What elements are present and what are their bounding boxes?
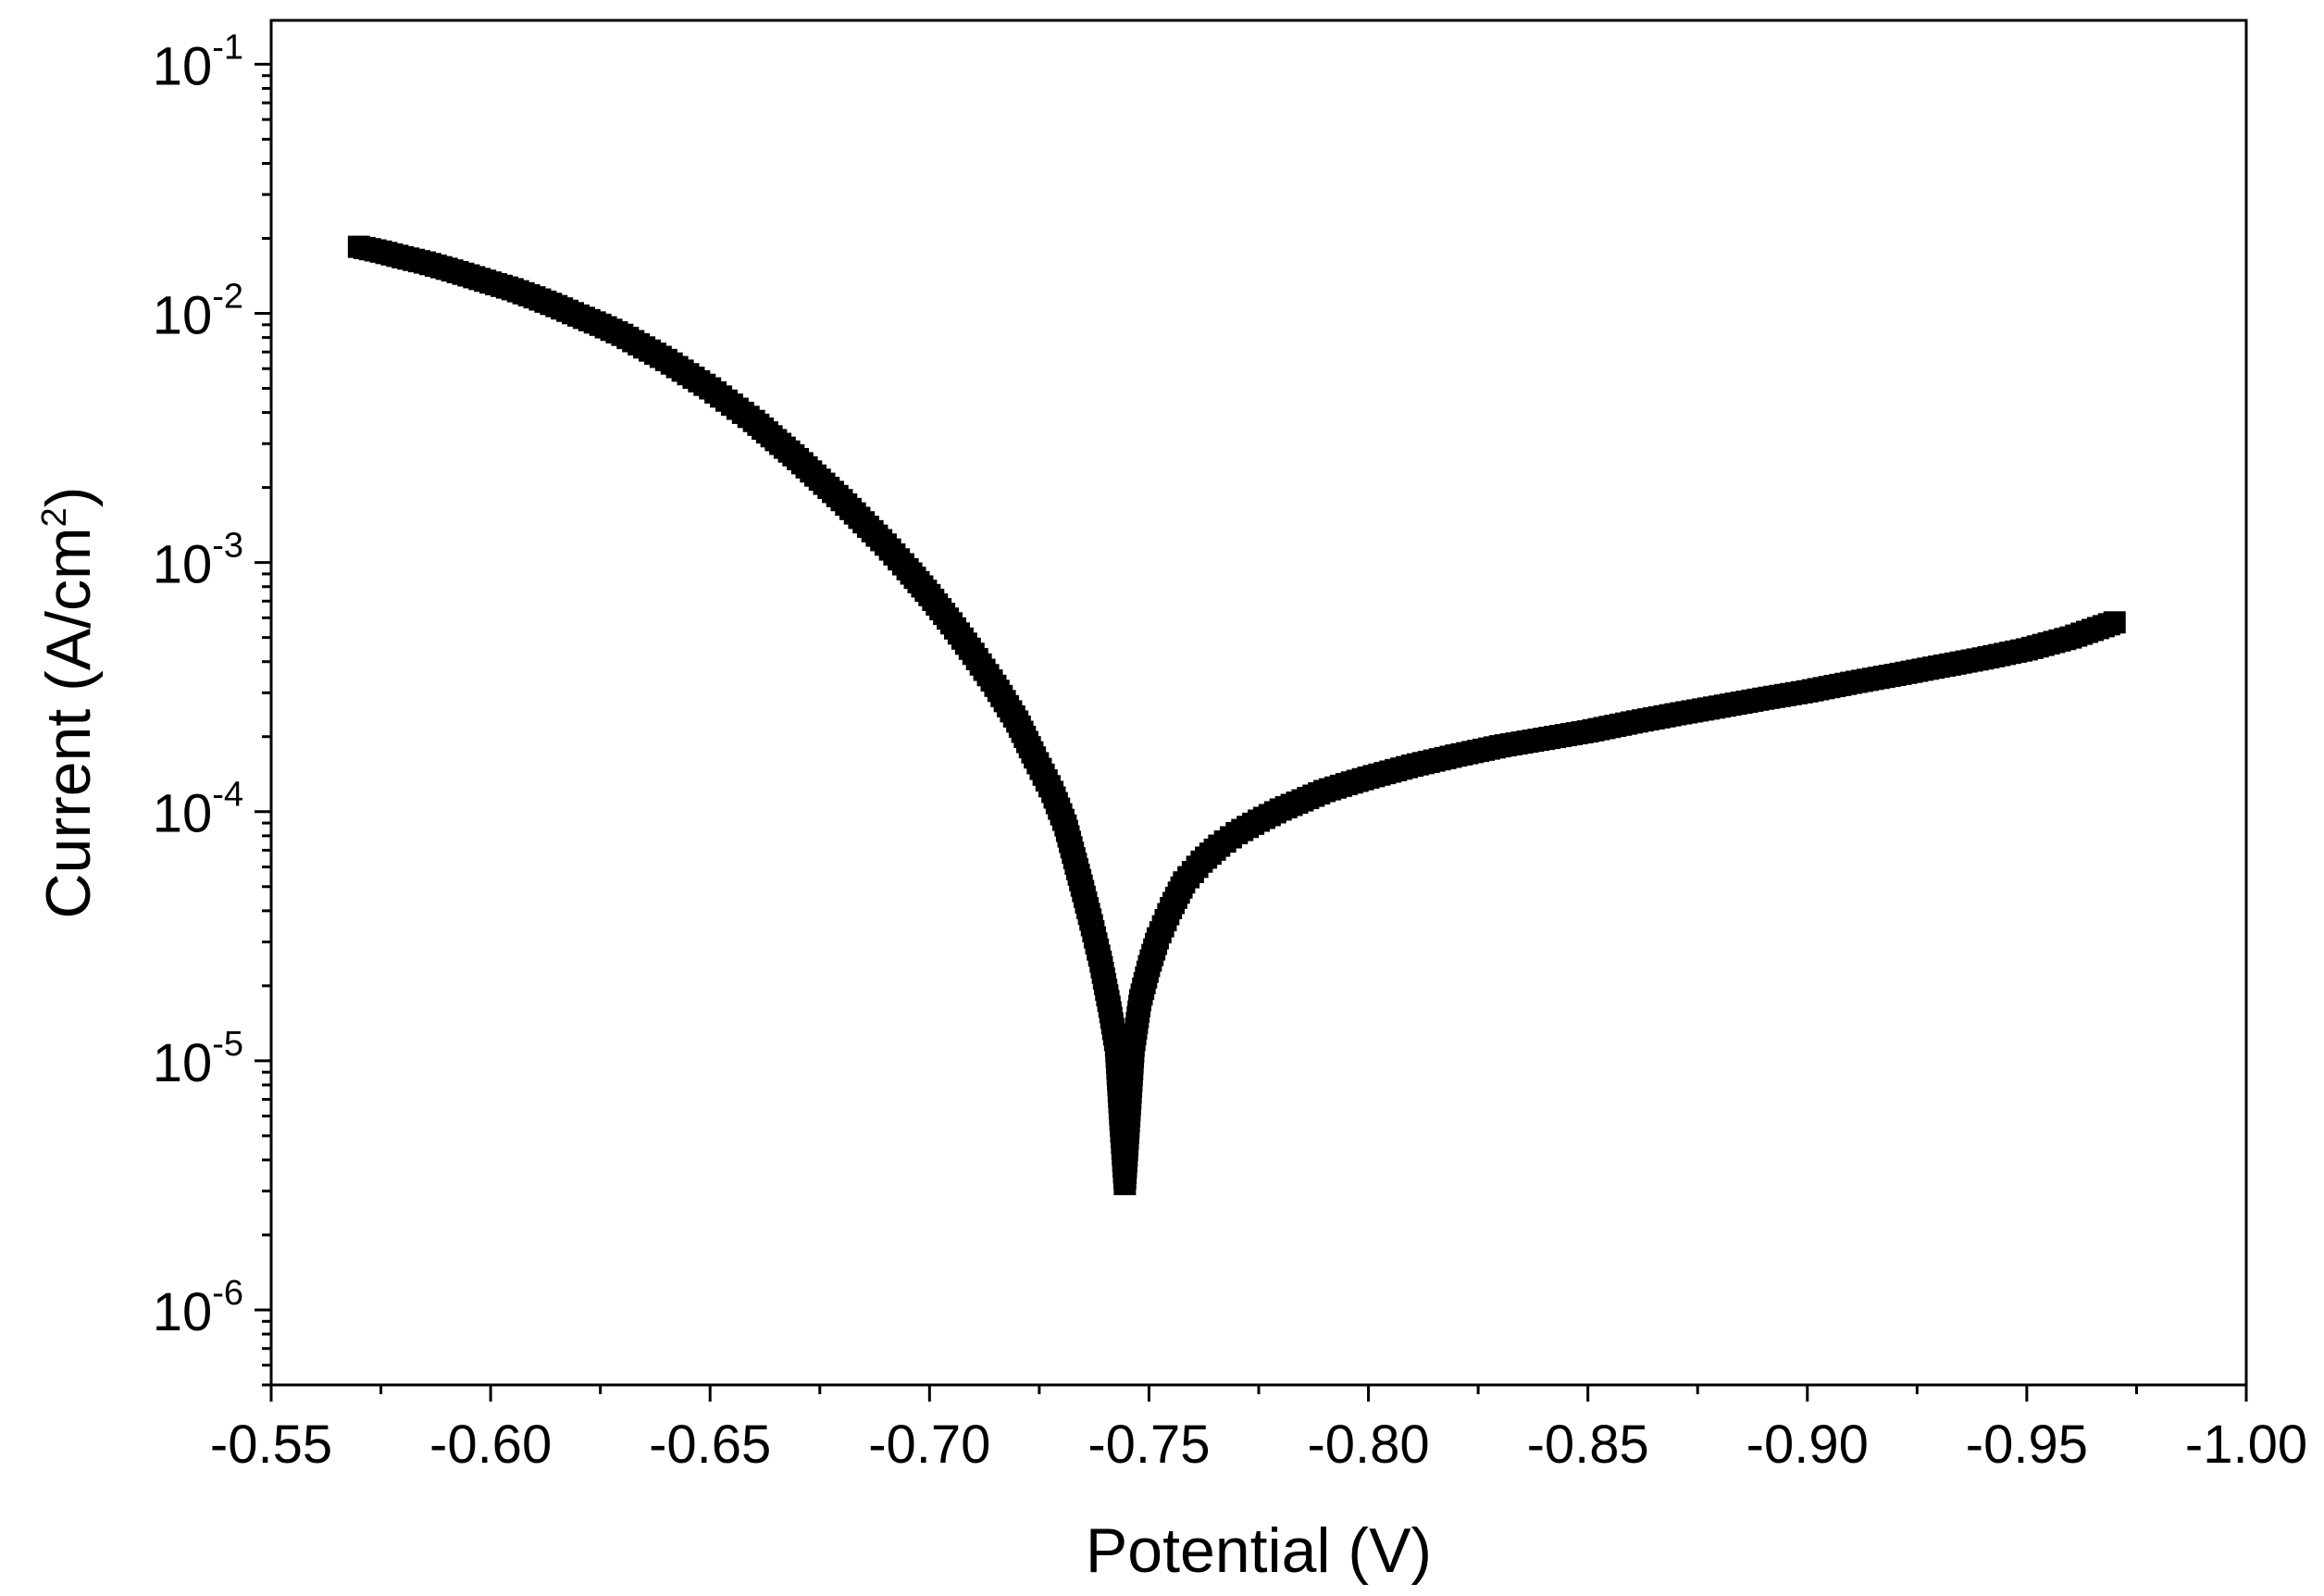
- y-axis-title-superscript: 2: [35, 507, 74, 527]
- y-axis-title-main: Current (A/cm: [33, 527, 104, 918]
- y-tick-label: 10-6: [153, 1274, 243, 1342]
- y-tick-base: 10: [153, 784, 213, 844]
- y-tick-label: 10-4: [153, 776, 243, 844]
- y-tick-base: 10: [153, 286, 213, 346]
- x-tick-label: -0.65: [649, 1415, 771, 1475]
- y-tick-exponent: -4: [212, 776, 243, 815]
- x-axis-title: Potential (V): [1086, 1515, 1432, 1586]
- y-tick-exponent: -3: [212, 527, 243, 566]
- x-tick-label: -0.85: [1527, 1415, 1649, 1475]
- y-axis-title: Current (A/cm2): [33, 487, 104, 919]
- y-tick-base: 10: [153, 535, 213, 595]
- y-tick-exponent: -5: [212, 1025, 243, 1064]
- y-tick-label: 10-2: [153, 278, 243, 346]
- y-tick-exponent: -6: [212, 1274, 243, 1313]
- y-tick-base: 10: [153, 36, 213, 96]
- y-tick-exponent: -2: [212, 278, 243, 317]
- x-tick-label: -0.90: [1746, 1415, 1869, 1475]
- x-tick-label: -0.55: [210, 1415, 332, 1475]
- x-tick-label: -0.70: [868, 1415, 990, 1475]
- data-series: [347, 235, 2126, 1196]
- x-tick-label: -0.75: [1087, 1415, 1210, 1475]
- y-tick-label: 10-3: [153, 527, 243, 595]
- x-tick-label: -1.00: [2185, 1415, 2307, 1475]
- data-point-marker: [2103, 611, 2126, 634]
- y-tick-exponent: -1: [212, 28, 243, 67]
- x-tick-label: -0.60: [429, 1415, 552, 1475]
- y-tick-label: 10-5: [153, 1025, 243, 1093]
- plot-frame: [269, 19, 2248, 1387]
- y-tick-label: 10-1: [153, 28, 243, 96]
- y-tick-base: 10: [153, 1282, 213, 1342]
- y-axis: 10-610-510-410-310-210-1: [153, 28, 271, 1387]
- x-tick-label: -0.95: [1966, 1415, 2088, 1475]
- y-tick-base: 10: [153, 1033, 213, 1093]
- y-axis-title-end: ): [33, 487, 104, 508]
- x-axis: -0.55 -0.60 -0.65 -0.70 -0.75 -0.80 -0.85 -0.90…: [210, 1385, 2307, 1475]
- series-line: [358, 245, 2116, 1185]
- x-tick-label: -0.80: [1307, 1415, 1429, 1475]
